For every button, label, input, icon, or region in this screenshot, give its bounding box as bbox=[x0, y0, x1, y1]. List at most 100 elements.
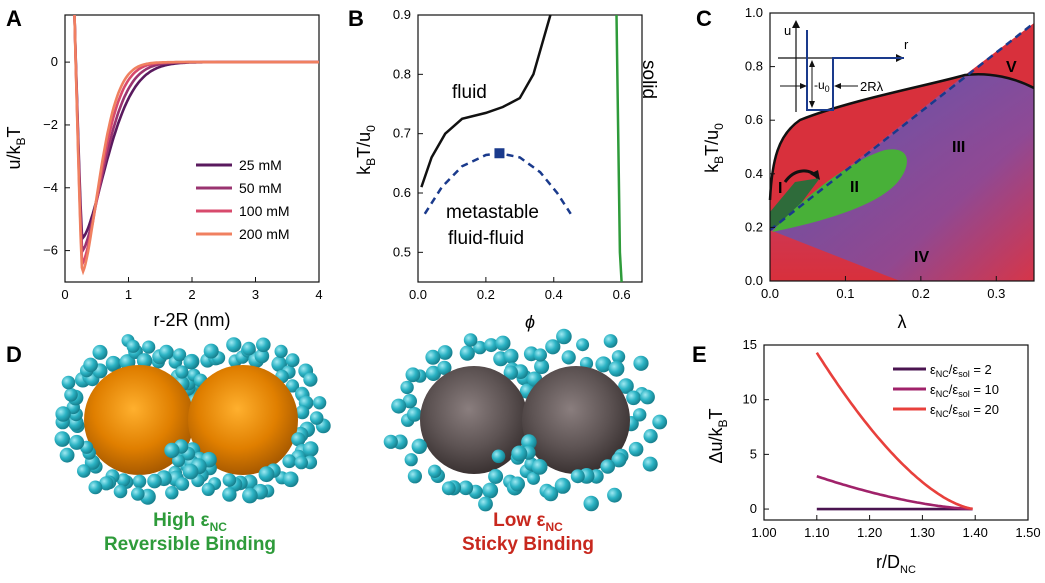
region-i-label: I bbox=[778, 180, 782, 197]
ligand-bead bbox=[274, 344, 288, 358]
ligand-bead bbox=[173, 348, 187, 362]
panel-b-xtick-label: 0.4 bbox=[545, 287, 563, 302]
panel-a-legend-label: 100 mM bbox=[239, 203, 290, 219]
ligand-bead bbox=[484, 338, 499, 353]
caption-high-enc: High εNC bbox=[153, 510, 227, 534]
ligand-bead bbox=[428, 464, 442, 478]
region-gas-fill bbox=[770, 13, 1034, 200]
ligand-bead bbox=[222, 473, 237, 487]
ligand-bead bbox=[511, 445, 528, 462]
ligand-bead bbox=[458, 480, 474, 496]
region-iii-label: III bbox=[952, 139, 965, 156]
ligand-bead bbox=[242, 341, 256, 356]
label-solid: solid bbox=[638, 60, 659, 99]
panel-a-ytick-label: −2 bbox=[43, 117, 58, 132]
panel-b-xtick-label: 0.6 bbox=[613, 287, 631, 302]
panel-e-ylabel: Δu/kBT bbox=[706, 408, 730, 463]
ligand-bead bbox=[437, 345, 453, 360]
region-i-dark-fill bbox=[770, 178, 820, 230]
ligand-bead bbox=[495, 335, 511, 351]
ligand-bead bbox=[633, 355, 649, 371]
ligand-bead bbox=[77, 464, 91, 478]
ligand-bead bbox=[478, 496, 493, 512]
ligand-bead bbox=[400, 380, 414, 395]
panel-e-xtick-label: 1.10 bbox=[804, 525, 829, 540]
ligand-bead bbox=[105, 355, 121, 371]
panel-c-xtick-label: 0.1 bbox=[836, 286, 854, 301]
region-ii-fill bbox=[772, 149, 907, 232]
ligand-bead bbox=[600, 459, 615, 474]
panel-e-frame bbox=[763, 344, 1029, 521]
ligand-bead bbox=[282, 471, 299, 488]
ligand-bead bbox=[482, 482, 499, 499]
ligand-bead bbox=[164, 442, 180, 458]
panel-e-ytick-label: 5 bbox=[750, 446, 757, 461]
ligand-bead bbox=[222, 487, 237, 502]
ligand-bead bbox=[441, 481, 456, 496]
region-i-arrowhead bbox=[810, 170, 820, 180]
ligand-bead bbox=[136, 353, 153, 369]
panel-b-ylabel: kBT/u0 bbox=[354, 125, 378, 175]
ligand-bead bbox=[607, 487, 622, 503]
ligand-bead bbox=[402, 394, 417, 409]
ligand-bead bbox=[503, 365, 518, 380]
panel-e-series-line bbox=[815, 352, 973, 511]
panel-e-xtick-label: 1.00 bbox=[751, 525, 776, 540]
region-v-label: V bbox=[1006, 59, 1017, 76]
ligand-bead bbox=[628, 441, 644, 457]
ligand-bead bbox=[142, 340, 156, 354]
fluid-boundary-line bbox=[420, 14, 552, 188]
ligand-bead bbox=[603, 334, 618, 348]
ligand-bead bbox=[54, 431, 71, 447]
ligand-bead bbox=[425, 349, 441, 365]
ligand-bead bbox=[255, 337, 271, 353]
ligand-bead bbox=[61, 375, 76, 390]
ligand-bead bbox=[282, 454, 297, 469]
ligand-bead bbox=[510, 476, 525, 492]
ligand-bead bbox=[175, 365, 189, 379]
panel-b-ytick-label: 0.6 bbox=[393, 185, 411, 200]
panel-e-series-line bbox=[816, 475, 973, 511]
ligand-bead bbox=[643, 429, 658, 444]
ligand-bead bbox=[226, 337, 242, 353]
panel-c-ytick-label: 0.8 bbox=[745, 59, 763, 74]
panel-e-xlabel: r/DNC bbox=[876, 552, 916, 576]
panel-e-chart: 1.00 1.10 1.20 1.30 1.40 1.50 0 5 10 15 εNC/εsol … bbox=[706, 337, 1041, 576]
inset-width-label: 2Rλ bbox=[860, 79, 884, 94]
solid-boundary-line bbox=[615, 14, 623, 283]
label-fluid: fluid bbox=[452, 82, 487, 103]
ligand-bead bbox=[291, 432, 306, 447]
panel-c-frame bbox=[769, 12, 1035, 282]
ligand-bead bbox=[182, 463, 199, 480]
ligand-bead bbox=[411, 438, 427, 454]
ligand-bead bbox=[405, 367, 421, 383]
ligand-bead bbox=[611, 350, 626, 364]
ligand-bead bbox=[561, 350, 576, 365]
panel-a-legend-label: 50 mM bbox=[239, 180, 282, 196]
panel-a-xtick-label: 2 bbox=[188, 287, 195, 302]
ligand-bead bbox=[183, 354, 199, 370]
boundary-curve bbox=[768, 73, 1035, 201]
ligand-bead bbox=[131, 487, 145, 501]
ligand-bead bbox=[473, 340, 487, 355]
nanocrystal-right-b bbox=[522, 366, 630, 474]
panel-a-letter: A bbox=[6, 6, 22, 31]
panel-e-xtick-label: 1.40 bbox=[963, 525, 988, 540]
panel-a-xtick-label: 1 bbox=[125, 287, 132, 302]
panel-c-chart: 0.0 0.1 0.2 0.30.00.20.40.60.81.0 I II III … bbox=[702, 5, 1035, 332]
critical-point-marker bbox=[494, 148, 505, 159]
ligand-bead bbox=[407, 469, 422, 484]
ligand-bead bbox=[295, 405, 310, 420]
ligand-bead bbox=[64, 388, 78, 402]
ligand-bead bbox=[92, 344, 108, 360]
ligand-bead bbox=[175, 477, 190, 491]
ligand-bead bbox=[309, 411, 324, 425]
panel-c-ytick-label: 1.0 bbox=[745, 5, 763, 20]
ligand-bead bbox=[203, 343, 219, 359]
ligand-bead bbox=[285, 353, 300, 368]
panel-b-ytick-label: 0.8 bbox=[393, 66, 411, 81]
ligand-bead bbox=[391, 398, 407, 414]
ligand-bead bbox=[608, 360, 625, 377]
ligand-bead bbox=[132, 474, 147, 489]
panel-e-legend-label: εNC/εsol = 10 bbox=[930, 382, 999, 399]
